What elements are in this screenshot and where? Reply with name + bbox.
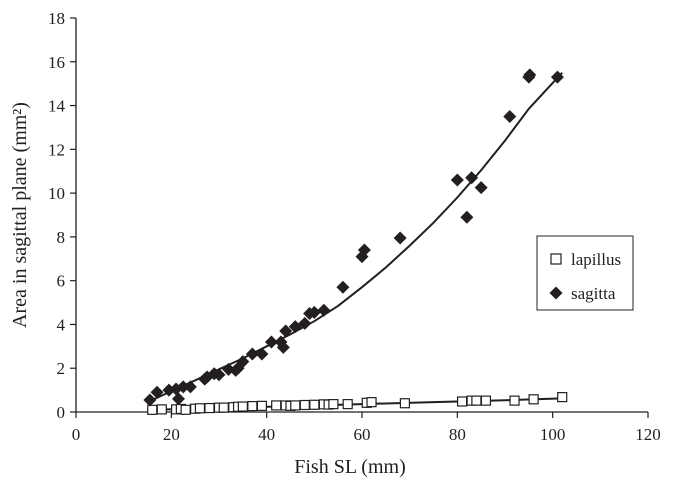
y-tick-label: 12 (48, 140, 65, 159)
y-axis-title: Area in sagittal plane (mm²) (9, 102, 31, 328)
sagitta-point (460, 210, 474, 224)
sagitta-point (307, 305, 321, 319)
lapillus-point (156, 404, 167, 415)
lapillus-point (147, 404, 158, 415)
sagitta-point (264, 335, 278, 349)
sagitta-point (143, 393, 157, 407)
x-tick-label: 60 (354, 425, 371, 444)
y-tick-label: 8 (57, 228, 66, 247)
lapillus-point (271, 400, 282, 411)
sagitta-point (523, 68, 537, 82)
axes: 0 20 40 60 80 100 120 0 2 4 6 8 10 12 14 16 18 Fish SL (m… (9, 9, 661, 478)
lapillus-point (471, 395, 482, 406)
legend-label-sagitta: sagitta (571, 284, 616, 303)
lapillus-point (509, 395, 520, 406)
y-tick-label: 16 (48, 53, 65, 72)
lapillus-point (399, 398, 410, 409)
lapillus-point (204, 402, 215, 414)
sagitta-point (550, 70, 564, 84)
y-tick-label: 6 (57, 272, 66, 291)
y-tick-label: 2 (57, 359, 66, 378)
sagitta-point (236, 355, 250, 369)
sagitta-trend-line (147, 72, 563, 404)
x-axis-title: Fish SL (mm) (294, 456, 406, 478)
lapillus-point (557, 392, 568, 403)
sagitta-point (450, 173, 464, 187)
sagitta-point (150, 385, 164, 399)
sagitta-point (465, 171, 479, 185)
legend-marker-sagitta (549, 286, 563, 300)
series-layer (143, 68, 568, 415)
lapillus-point (290, 400, 301, 411)
y-tick-label: 4 (57, 315, 66, 334)
sagitta-point (317, 303, 331, 317)
sagitta-point (357, 243, 371, 257)
sagitta-point (503, 110, 517, 123)
y-tick-label: 18 (48, 9, 65, 28)
x-tick-label: 120 (635, 425, 661, 444)
y-tick-label: 14 (48, 97, 66, 116)
sagitta-point (393, 231, 407, 245)
lapillus-point (328, 399, 339, 410)
sagitta-point (255, 347, 269, 361)
lapillus-point (309, 399, 320, 410)
lapillus-point (180, 404, 191, 415)
x-tick-label: 100 (540, 425, 566, 444)
sagitta-point (176, 380, 190, 394)
sagitta-point (298, 316, 312, 330)
lapillus-point (247, 400, 258, 412)
sagitta-point (171, 392, 185, 406)
lapillus-point (480, 395, 492, 406)
legend: lapillus sagitta (536, 235, 634, 311)
x-tick-label: 80 (449, 425, 466, 444)
y-tick-label: 10 (48, 184, 65, 203)
sagitta-point (183, 380, 197, 394)
series-lapillus (147, 392, 568, 415)
lapillus-point (366, 397, 377, 408)
sagitta-point (474, 181, 488, 195)
y-tick-label: 0 (57, 403, 66, 422)
sagitta-point (245, 347, 259, 361)
lapillus-point (237, 401, 248, 412)
legend-box (536, 235, 634, 311)
lapillus-point (256, 400, 267, 411)
lapillus-point (218, 402, 229, 413)
sagitta-point (212, 368, 226, 382)
series-sagitta (143, 68, 564, 407)
sagitta-point (355, 250, 369, 264)
legend-label-lapillus: lapillus (571, 250, 621, 269)
x-tick-label: 40 (258, 425, 275, 444)
sagitta-point (279, 324, 293, 338)
sagitta-point (276, 340, 290, 354)
sagitta-point (336, 280, 350, 294)
x-tick-label: 20 (163, 425, 180, 444)
x-tick-label: 0 (72, 425, 81, 444)
lapillus-point (299, 399, 310, 411)
lapillus-point (457, 396, 468, 407)
legend-marker-lapillus (550, 253, 562, 265)
lapillus-point (342, 399, 353, 410)
lapillus-point (194, 403, 206, 414)
lapillus-point (528, 394, 539, 405)
